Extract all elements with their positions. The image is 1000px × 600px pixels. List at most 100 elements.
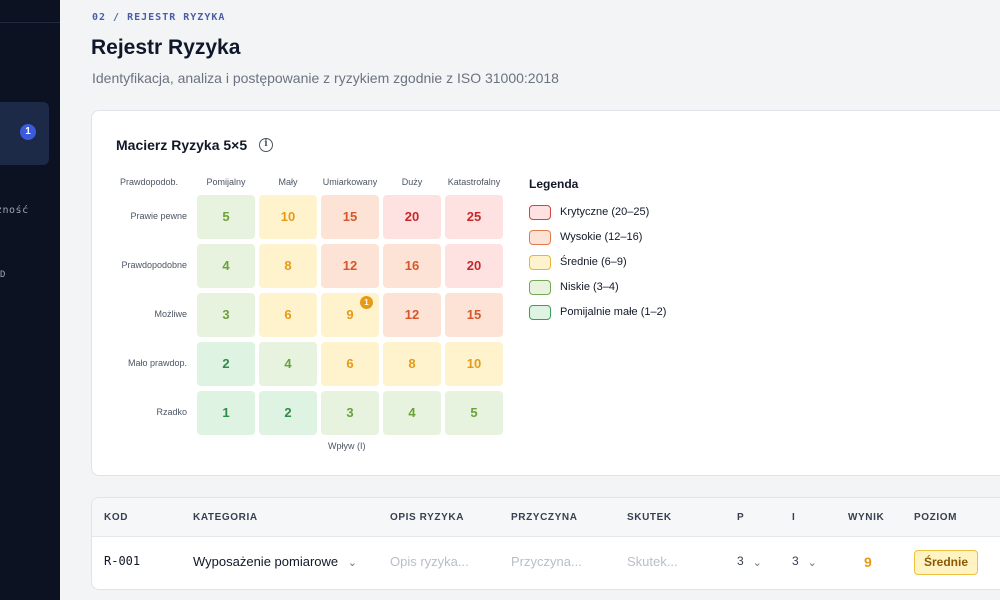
- matrix-cell-value: 25: [466, 209, 482, 224]
- matrix-cell-value: 1: [222, 405, 230, 420]
- matrix-cell[interactable]: 5: [197, 195, 255, 239]
- sidebar-item-label[interactable]: zność: [0, 205, 29, 216]
- description-input[interactable]: Opis ryzyka...: [390, 554, 469, 569]
- column-header-category[interactable]: KATEGORIA: [193, 512, 258, 523]
- column-header-cause[interactable]: PRZYCZYNA: [511, 512, 578, 523]
- matrix-cell-value: 15: [342, 209, 358, 224]
- column-header-effect[interactable]: SKUTEK: [627, 512, 672, 523]
- probability-row-label: Prawie pewne: [130, 211, 187, 221]
- matrix-cell-value: 2: [284, 405, 292, 420]
- breadcrumb: 02 / REJESTR RYZYKA: [92, 12, 226, 23]
- page-subtitle: Identyfikacja, analiza i postępowanie z …: [92, 70, 559, 86]
- matrix-cell-value: 20: [404, 209, 420, 224]
- matrix-cell-value: 12: [404, 307, 420, 322]
- matrix-cell[interactable]: 6: [321, 342, 379, 386]
- sidebar: 1 zność D: [0, 0, 60, 600]
- table-header: KOD KATEGORIA OPIS RYZYKA PRZYCZYNA SKUT…: [92, 498, 1000, 537]
- risk-matrix-card: Macierz Ryzyka 5×5 i Prawdopodob. Wpływ …: [91, 110, 1000, 476]
- matrix-cell-value: 3: [346, 405, 354, 420]
- probability-axis-label: Prawdopodob.: [120, 177, 179, 187]
- matrix-cell-value: 20: [466, 258, 482, 273]
- column-header-description[interactable]: OPIS RYZYKA: [390, 512, 465, 523]
- matrix-cell[interactable]: 4: [259, 342, 317, 386]
- matrix-cell-value: 3: [222, 307, 230, 322]
- probability-row-label: Rzadko: [156, 407, 187, 417]
- matrix-cell-value: 9: [346, 307, 354, 322]
- matrix-cell-value: 4: [408, 405, 416, 420]
- legend-swatch: [529, 230, 551, 245]
- matrix-cell[interactable]: 15: [321, 195, 379, 239]
- info-icon[interactable]: i: [259, 138, 273, 152]
- matrix-cell[interactable]: 16: [383, 244, 441, 288]
- matrix-cell-value: 16: [404, 258, 420, 273]
- sidebar-count-badge: 1: [20, 124, 36, 140]
- matrix-cell[interactable]: 6: [259, 293, 317, 337]
- legend-label: Pomijalnie małe (1–2): [560, 306, 667, 318]
- legend-swatch: [529, 280, 551, 295]
- column-header-probability[interactable]: P: [737, 512, 745, 523]
- matrix-cell-value: 5: [222, 209, 230, 224]
- probability-value: 3: [737, 554, 744, 568]
- impact-column-label: Katastrofalny: [447, 177, 501, 187]
- legend-label: Krytyczne (20–25): [560, 206, 650, 218]
- column-header-level[interactable]: POZIOM: [914, 512, 958, 523]
- matrix-cell-value: 8: [284, 258, 292, 273]
- effect-input[interactable]: Skutek...: [627, 554, 678, 569]
- legend-label: Niskie (3–4): [560, 281, 619, 293]
- legend-label: Wysokie (12–16): [560, 231, 643, 243]
- matrix-cell-value: 4: [222, 258, 230, 273]
- matrix-cell[interactable]: 1: [197, 391, 255, 435]
- matrix-cell[interactable]: 10: [259, 195, 317, 239]
- matrix-cell[interactable]: 8: [259, 244, 317, 288]
- matrix-cell[interactable]: 5: [445, 391, 503, 435]
- page-title: Rejestr Ryzyka: [91, 36, 241, 59]
- legend-swatch: [529, 255, 551, 270]
- matrix-cell[interactable]: 8: [383, 342, 441, 386]
- chevron-down-icon: ⌄: [752, 557, 762, 569]
- impact-column-label: Umiarkowany: [322, 177, 378, 187]
- matrix-cell-value: 10: [466, 356, 482, 371]
- matrix-cell-value: 10: [280, 209, 296, 224]
- matrix-cell[interactable]: 20: [445, 244, 503, 288]
- probability-row-label: Możliwe: [154, 309, 187, 319]
- column-header-code[interactable]: KOD: [104, 512, 129, 523]
- sidebar-item-label[interactable]: D: [0, 270, 6, 280]
- risk-register-table: KOD KATEGORIA OPIS RYZYKA PRZYCZYNA SKUT…: [91, 497, 1000, 590]
- matrix-cell[interactable]: 3: [197, 293, 255, 337]
- impact-column-label: Mały: [278, 177, 298, 187]
- matrix-cell[interactable]: 3: [321, 391, 379, 435]
- probability-row-label: Mało prawdop.: [127, 358, 187, 368]
- impact-select[interactable]: 3 ⌄: [792, 554, 828, 569]
- matrix-cell-value: 4: [284, 356, 292, 371]
- matrix-cell[interactable]: 10: [445, 342, 503, 386]
- matrix-title: Macierz Ryzyka 5×5: [116, 137, 248, 153]
- probability-select[interactable]: 3 ⌄: [737, 554, 773, 569]
- chevron-down-icon: ⌄: [807, 557, 817, 569]
- matrix-cell-value: 12: [342, 258, 358, 273]
- legend-title: Legenda: [529, 177, 579, 191]
- column-header-score[interactable]: WYNIK: [848, 512, 885, 523]
- impact-axis-label: Wpływ (I): [328, 441, 366, 451]
- matrix-cell[interactable]: 4: [383, 391, 441, 435]
- risk-level-badge: Średnie: [914, 550, 978, 575]
- matrix-cell[interactable]: 20: [383, 195, 441, 239]
- matrix-cell-value: 6: [346, 356, 354, 371]
- matrix-cell[interactable]: 25: [445, 195, 503, 239]
- matrix-cell[interactable]: 4: [197, 244, 255, 288]
- probability-row-label: Prawdopodobne: [121, 260, 187, 270]
- column-header-impact[interactable]: I: [792, 512, 796, 523]
- matrix-cell[interactable]: 2: [197, 342, 255, 386]
- matrix-cell[interactable]: 2: [259, 391, 317, 435]
- matrix-cell[interactable]: 12: [383, 293, 441, 337]
- chevron-down-icon: ⌄: [347, 557, 357, 569]
- matrix-cell[interactable]: 12: [321, 244, 379, 288]
- impact-column-label: Pomijalny: [206, 177, 246, 187]
- matrix-cell-value: 15: [466, 307, 482, 322]
- legend-swatch: [529, 305, 551, 320]
- legend-label: Średnie (6–9): [560, 256, 627, 268]
- category-select[interactable]: Wyposażenie pomiarowe ⌄: [193, 554, 357, 569]
- cause-input[interactable]: Przyczyna...: [511, 554, 582, 569]
- matrix-cell[interactable]: 15: [445, 293, 503, 337]
- matrix-cell-value: 8: [408, 356, 416, 371]
